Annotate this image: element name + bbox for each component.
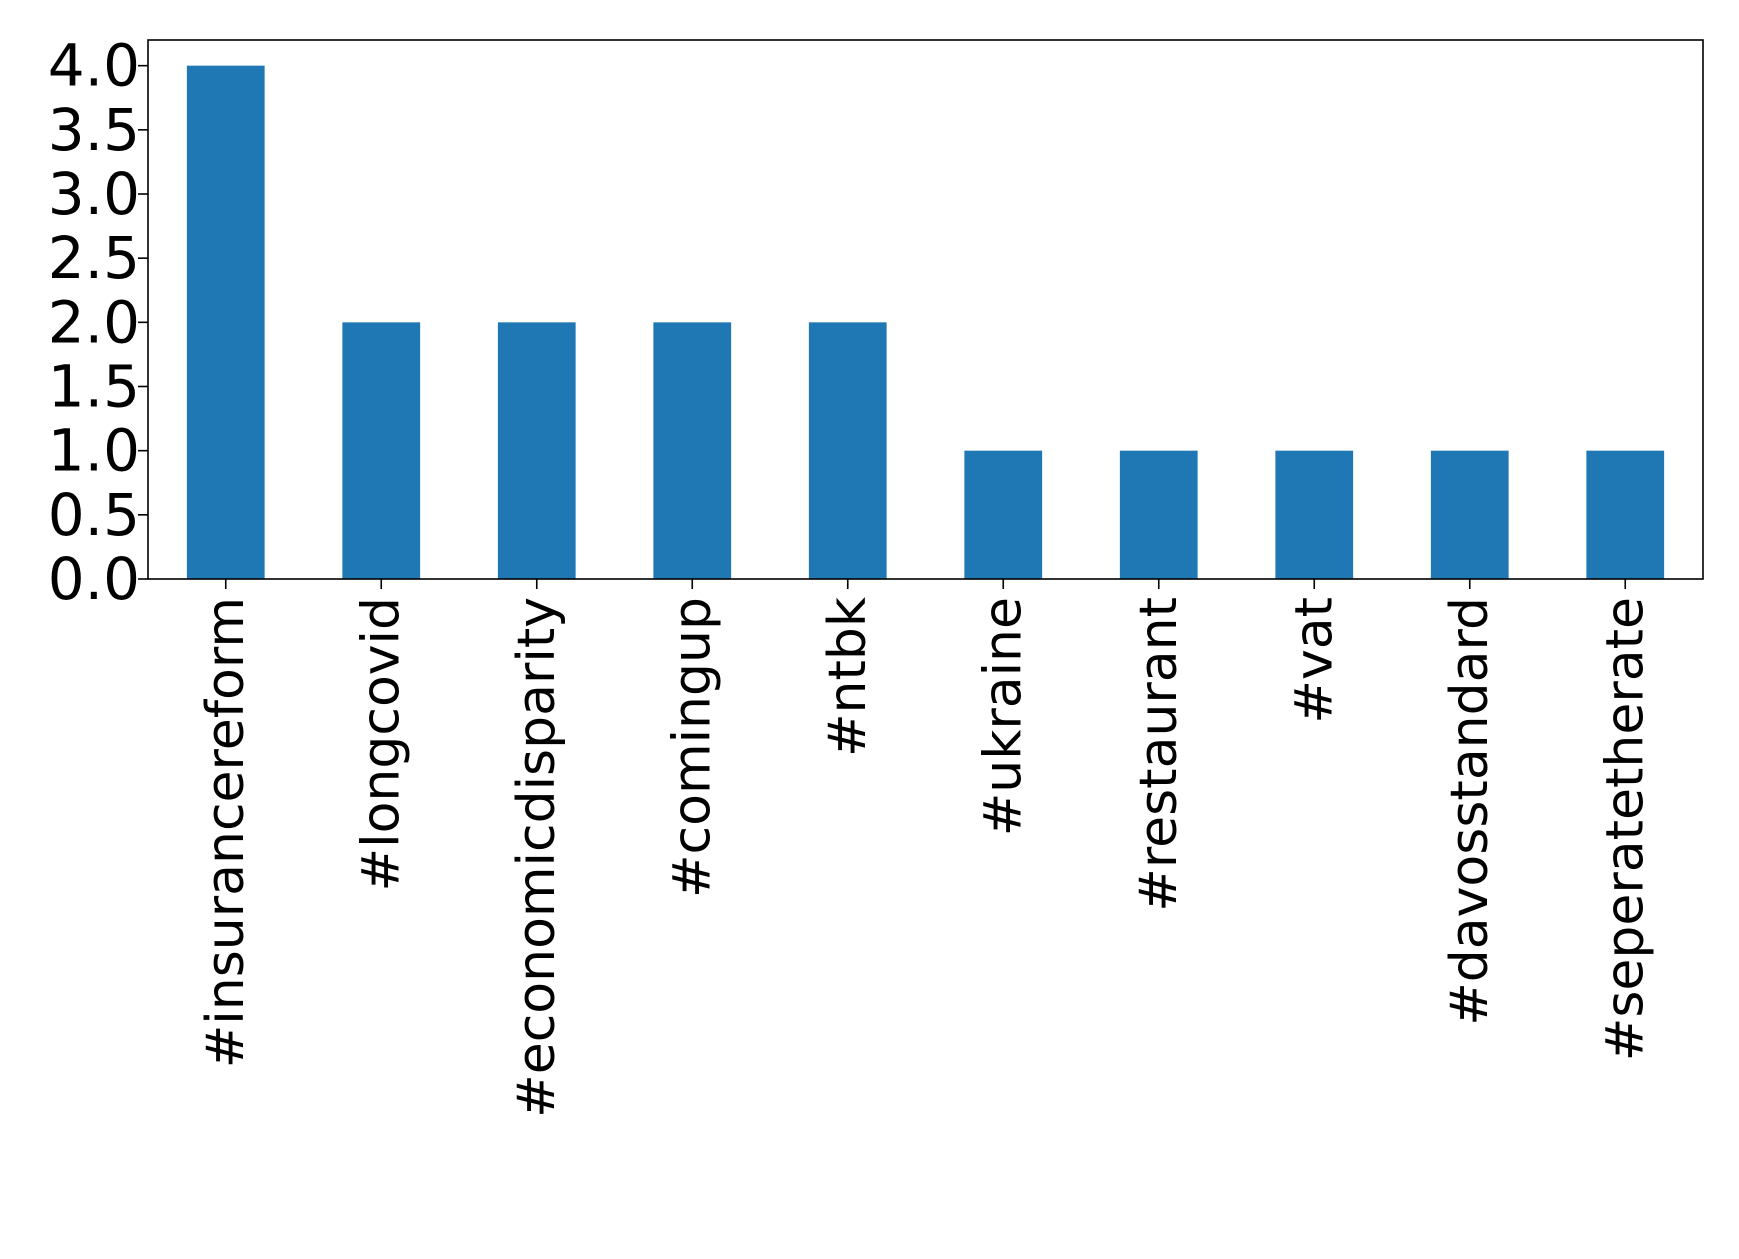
x-tick-label-longcovid: #longcovid <box>351 597 411 891</box>
x-tick-label-insurancereform: #insurancereform <box>196 597 256 1068</box>
x-axis: #insurancereform #longcovid #economicdispa… <box>196 579 1655 1118</box>
bar-davosstandard <box>1430 450 1509 579</box>
bar-ntbk <box>808 322 887 579</box>
y-axis: 0.00.51.01.52.02.53.03.54.0 <box>48 32 148 613</box>
bar-comingup <box>653 322 732 579</box>
x-tick-label-economicdisparity: #economicdisparity <box>507 597 567 1118</box>
bar-insurancereform <box>186 65 265 579</box>
bar-seperatetherate <box>1586 450 1665 579</box>
y-tick-label: 2.5 <box>48 224 140 292</box>
bar-restaurant <box>1119 450 1198 579</box>
x-tick-label-seperatetherate: #seperatetherate <box>1595 597 1655 1061</box>
bar-vat <box>1275 450 1354 579</box>
y-tick-label: 2.0 <box>48 288 140 356</box>
bars-layer <box>186 65 1665 579</box>
bar-longcovid <box>342 322 421 579</box>
bar-economicdisparity <box>497 322 576 579</box>
x-tick-label-comingup: #comingup <box>662 597 722 898</box>
y-tick-label: 1.5 <box>48 353 140 421</box>
x-tick-label-vat: #vat <box>1284 597 1344 724</box>
x-tick-label-ntbk: #ntbk <box>818 597 878 757</box>
y-tick-label: 4.0 <box>48 32 140 100</box>
y-tick-label: 3.5 <box>48 96 140 164</box>
y-tick-label: 0.5 <box>48 481 140 549</box>
x-tick-label-ukraine: #ukraine <box>973 597 1033 836</box>
plot-frame <box>147 39 1704 580</box>
y-tick-label: 0.0 <box>48 545 140 613</box>
y-tick-label: 1.0 <box>48 417 140 485</box>
x-tick-label-davosstandard: #davosstandard <box>1440 597 1500 1026</box>
y-tick-label: 3.0 <box>48 160 140 228</box>
bar-ukraine <box>964 450 1043 579</box>
x-tick-label-restaurant: #restaurant <box>1129 597 1189 912</box>
